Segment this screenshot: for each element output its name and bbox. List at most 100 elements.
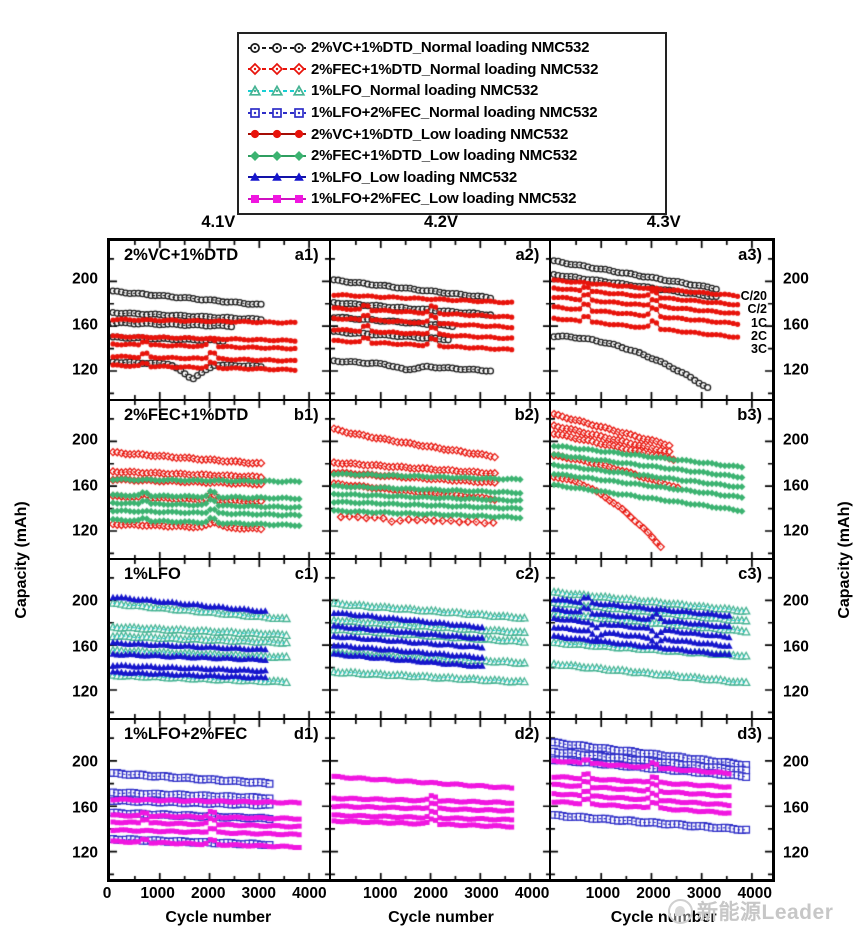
panel-d2: d2): [330, 719, 552, 879]
y-tick-cell: 200 160 120: [779, 721, 825, 882]
panel-b1: 2%FEC+1%DTD b1): [110, 400, 331, 560]
panel-corner-label: c3): [738, 565, 762, 583]
panel-a3-plot: [551, 241, 772, 399]
x-tick-label: 0: [102, 885, 112, 902]
panel-corner-label: c1): [294, 565, 319, 583]
panel-c3-plot: [551, 560, 772, 718]
legend-entry-label: 2%FEC+1%DTD_Normal loading NMC532: [311, 60, 599, 78]
y-tick-label: 160: [72, 477, 98, 495]
rate-label: 2C: [751, 328, 767, 343]
panel-a1: 2%VC+1%DTD a1): [110, 241, 331, 401]
y-tick-label: 160: [72, 799, 98, 817]
y-ticks-right: 200 160 120 200 160 120 200 160 120 200 160 120: [779, 238, 825, 882]
panel-c3: c3): [551, 560, 772, 720]
y-tick-label: 120: [72, 522, 98, 540]
panel-corner-label: d3): [737, 724, 762, 743]
panel-b3: b3): [551, 400, 772, 560]
legend-entry: 2%FEC+1%DTD_Low loading NMC532: [246, 145, 659, 167]
panel-d3: d3): [551, 719, 772, 879]
x-tick-label: 2000: [413, 885, 449, 902]
y-tick-label: 160: [783, 799, 809, 817]
panel-b2-plot: [330, 400, 550, 559]
y-tick-label: 120: [783, 361, 809, 379]
y-axis-title-right: Capacity (mAh): [836, 501, 853, 619]
watermark: 新能源Leader: [668, 896, 833, 926]
y-tick-label: 160: [783, 477, 809, 495]
legend-entry: 2%VC+1%DTD_Low loading NMC532: [246, 123, 659, 145]
legend-marker-triangle-icon: [246, 169, 308, 185]
legend-entry-label: 2%VC+1%DTD_Normal loading NMC532: [311, 39, 590, 57]
legend-entry-label: 2%VC+1%DTD_Low loading NMC532: [311, 125, 569, 143]
panel-b2: b2): [330, 400, 552, 560]
legend-entry: 2%VC+1%DTD_Normal loading NMC532: [246, 37, 659, 59]
legend-marker-circle-icon: [246, 40, 308, 56]
legend-marker-square-icon: [246, 105, 308, 121]
y-tick-label: 160: [783, 638, 809, 656]
y-tick-label: 200: [72, 592, 98, 610]
panel-a3: a3) C/20 C/2 1C 2C 3C: [551, 241, 772, 401]
x-tick-cell: 1000 2000 3000 4000: [330, 886, 553, 906]
rate-label: C/2: [747, 301, 767, 316]
panel-a2-plot: [330, 241, 550, 399]
x-tick-label: 4000: [514, 885, 550, 902]
panel-corner-label: a2): [515, 246, 540, 264]
panel-corner-label: b2): [514, 405, 540, 424]
y-tick-label: 120: [783, 683, 809, 701]
y-tick-cell: 200 160 120: [56, 560, 102, 721]
y-tick-cell: 200 160 120: [779, 238, 825, 399]
y-tick-label: 200: [72, 270, 98, 288]
panel-b1-plot: [110, 400, 329, 559]
legend-entry: 2%FEC+1%DTD_Normal loading NMC532: [246, 59, 659, 81]
x-tick-label: 2000: [190, 885, 226, 902]
legend-marker-square-icon: [246, 191, 308, 207]
panel-title: 2%VC+1%DTD: [124, 246, 239, 264]
y-tick-label: 120: [783, 522, 809, 540]
x-tick-cell: 1000 2000 3000 4000: [552, 886, 775, 906]
x-axis-title-1: Cycle number: [165, 909, 272, 926]
x-tick-label: 2000: [636, 885, 671, 902]
legend-entry: 1%LFO_Normal loading NMC532: [246, 80, 659, 102]
legend-entry: 1%LFO+2%FEC_Low loading NMC532: [246, 188, 659, 210]
column-header-4p1v: 4.1V: [201, 213, 236, 231]
panel-c2: c2): [330, 560, 552, 720]
legend-entry: 1%LFO_Low loading NMC532: [246, 167, 659, 189]
y-tick-cell: 200 160 120: [56, 238, 102, 399]
panel-d1: 1%LFO+2%FEC d1): [110, 719, 331, 879]
legend-entry-label: 1%LFO_Normal loading NMC532: [311, 82, 539, 100]
legend-marker-triangle-icon: [246, 83, 308, 99]
legend-entries: 2%VC+1%DTD_Normal loading NMC532 2%FEC+1%…: [246, 37, 659, 210]
y-tick-label: 200: [783, 753, 809, 771]
y-tick-label: 160: [783, 316, 809, 334]
y-tick-label: 160: [72, 638, 98, 656]
panel-d3-plot: [551, 719, 772, 879]
legend-entry-label: 1%LFO_Low loading NMC532: [311, 168, 518, 186]
panel-title: 2%FEC+1%DTD: [124, 405, 249, 424]
y-ticks-left: 200 160 120 200 160 120 200 160 120 200 160 120: [56, 238, 102, 882]
y-tick-cell: 200 160 120: [56, 721, 102, 882]
y-tick-label: 120: [72, 844, 98, 862]
y-tick-label: 200: [72, 431, 98, 449]
x-tick-label: 1000: [140, 885, 175, 902]
y-tick-label: 160: [72, 316, 98, 334]
panel-grid: 2%VC+1%DTD a1) a2) a3) C/20 C/2 1C 2C 3C 2%FEC…: [107, 238, 775, 882]
x-tick-label: 4000: [292, 885, 327, 902]
x-tick-label: 4000: [737, 885, 772, 902]
y-tick-label: 120: [72, 683, 98, 701]
rate-label: 1C: [751, 315, 767, 330]
x-tick-label: 3000: [464, 885, 499, 902]
rate-label: 3C: [751, 342, 767, 357]
y-tick-cell: 200 160 120: [779, 399, 825, 560]
legend-entry-label: 1%LFO+2%FEC_Normal loading NMC532: [311, 104, 598, 122]
rate-label: C/20: [740, 288, 767, 303]
panel-corner-label: c2): [515, 565, 540, 583]
panel-corner-label: d1): [293, 724, 319, 743]
panel-c2-plot: [330, 560, 550, 718]
column-header-4p3v: 4.3V: [646, 213, 681, 231]
panel-c1-plot: [110, 560, 329, 718]
y-tick-label: 200: [783, 431, 809, 449]
panel-b3-plot: [551, 400, 772, 559]
x-ticks: 0 1000 2000 3000 4000 1000 2000 3000 4000 1000 2…: [103, 885, 775, 906]
y-tick-label: 200: [72, 753, 98, 771]
legend-entry-label: 1%LFO+2%FEC_Low loading NMC532: [311, 190, 577, 208]
